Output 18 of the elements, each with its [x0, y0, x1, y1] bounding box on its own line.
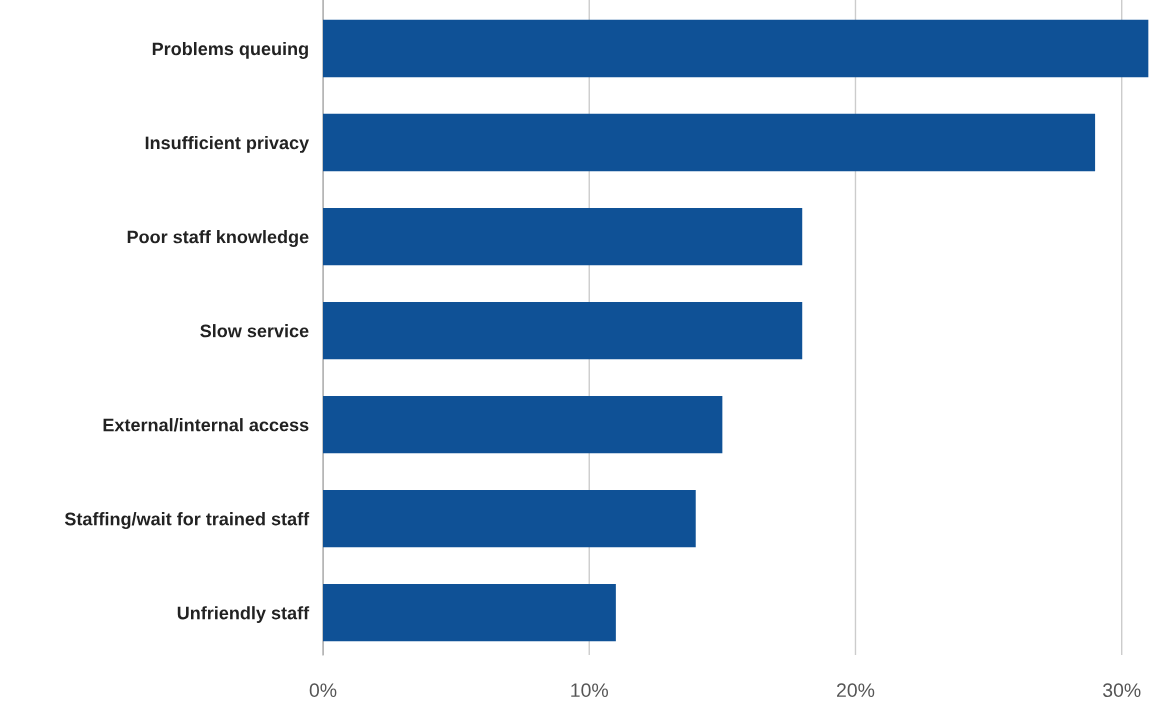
x-tick-label: 30% [1103, 683, 1141, 698]
bar [323, 207, 803, 266]
x-tick-label: 0% [309, 683, 337, 698]
bar [323, 395, 723, 454]
y-tick-label: Problems queuing [152, 41, 308, 59]
y-tick-label: Unfriendly staff [177, 606, 310, 623]
x-tick-label: 10% [571, 683, 609, 698]
bar [323, 19, 1149, 78]
bar [323, 113, 1096, 172]
y-tick-label: External/internal access [103, 418, 309, 432]
y-tick-label: Insufficient privacy [145, 136, 310, 153]
bar [323, 301, 803, 360]
bar [323, 489, 696, 548]
x-tick-label: 20% [837, 683, 875, 698]
y-tick-label: Staffing/wait for trained staff [64, 512, 310, 530]
y-tick-label: Slow service [200, 324, 309, 338]
bar [323, 584, 616, 642]
y-tick-label: Poor staff knowledge [127, 230, 309, 247]
